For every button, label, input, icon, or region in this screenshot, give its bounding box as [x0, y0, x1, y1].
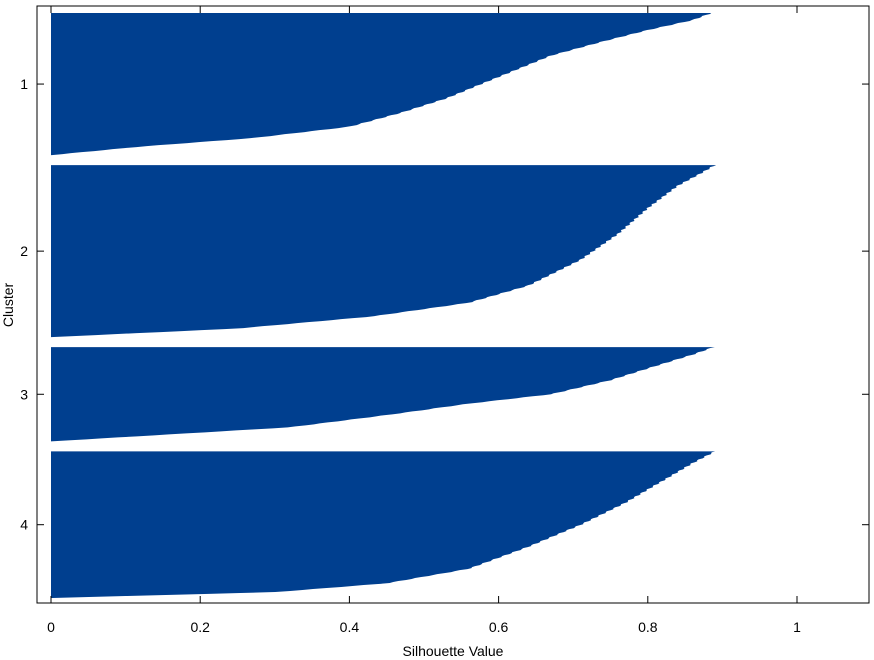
y-axis-ticks: 1 2 3 4 — [20, 76, 869, 533]
y-tick-label-4: 4 — [20, 517, 28, 533]
y-axis-label: Cluster — [0, 282, 16, 327]
x-tick-label: 0.2 — [190, 619, 210, 635]
cluster-1-silhouette — [51, 13, 712, 156]
y-tick-label-1: 1 — [20, 76, 28, 92]
x-tick-label: 0.8 — [638, 619, 658, 635]
plot-area-frame — [36, 5, 870, 604]
x-tick-label: 0.6 — [489, 619, 509, 635]
silhouette-bars — [51, 13, 717, 598]
x-tick-label: 0.4 — [340, 619, 360, 635]
x-axis-ticks: 0 0.2 0.4 0.6 0.8 1 — [47, 6, 801, 635]
cluster-3-silhouette — [51, 347, 715, 442]
cluster-2-silhouette — [51, 165, 717, 338]
y-tick-label-3: 3 — [20, 386, 28, 402]
cluster-4-silhouette — [51, 451, 716, 598]
x-tick-label: 0 — [47, 619, 55, 635]
y-tick-label-2: 2 — [20, 243, 28, 259]
x-axis-label: Silhouette Value — [403, 643, 504, 659]
x-tick-label: 1 — [793, 619, 801, 635]
